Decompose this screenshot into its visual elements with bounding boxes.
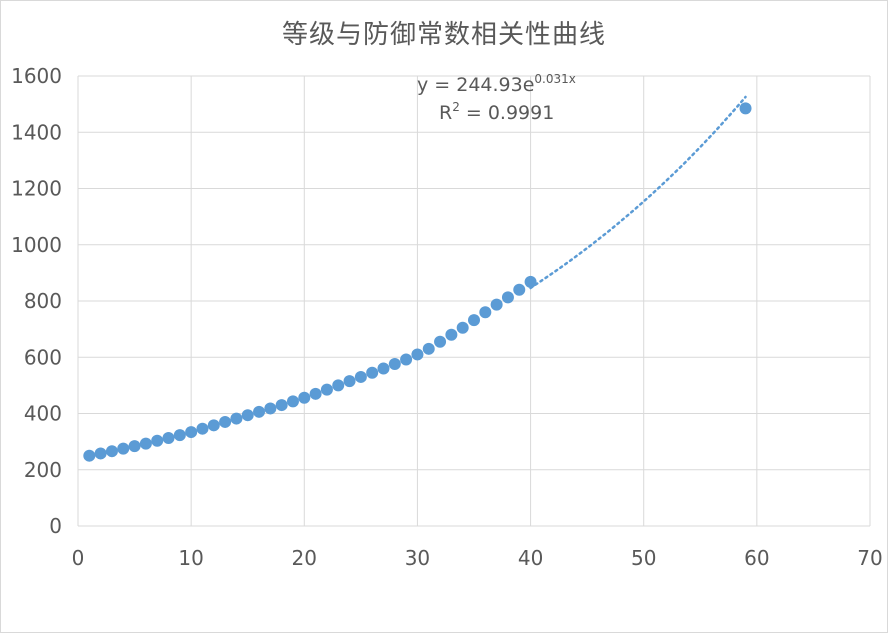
- data-point: [422, 342, 435, 355]
- data-point: [219, 415, 232, 428]
- x-tick-label: 70: [857, 546, 882, 570]
- data-point: [105, 445, 118, 458]
- data-point: [332, 379, 345, 392]
- data-point: [434, 335, 447, 348]
- y-tick-label: 0: [49, 514, 62, 538]
- data-point: [309, 387, 322, 400]
- data-point: [162, 431, 175, 444]
- x-tick-label: 20: [292, 546, 317, 570]
- data-point: [264, 402, 277, 415]
- data-point: [298, 391, 311, 404]
- data-point: [151, 434, 164, 447]
- data-point: [196, 422, 209, 435]
- x-tick-label: 40: [518, 546, 543, 570]
- chart-title: 等级与防御常数相关性曲线: [281, 20, 606, 50]
- data-point: [411, 348, 424, 361]
- data-point: [207, 419, 220, 432]
- data-point: [185, 426, 198, 439]
- data-point: [388, 358, 401, 370]
- data-point: [739, 102, 752, 115]
- y-tick-label: 1600: [11, 64, 62, 88]
- data-point: [275, 399, 288, 412]
- data-point: [343, 375, 356, 388]
- y-tick-label: 200: [24, 458, 62, 482]
- x-tick-label: 10: [178, 546, 203, 570]
- x-tick-label: 30: [405, 546, 430, 570]
- x-tick-labels: 0 10 20 30 40 50 60 70: [72, 546, 883, 570]
- data-point: [253, 405, 266, 418]
- data-point: [456, 321, 469, 334]
- y-tick-label: 600: [24, 345, 62, 369]
- data-point: [479, 306, 492, 319]
- x-tick-label: 0: [72, 546, 85, 570]
- data-point: [354, 370, 367, 383]
- y-tick-labels: 0 200 400 600 800 1000 1200 1400 1600: [11, 64, 62, 538]
- y-tick-label: 800: [24, 289, 62, 313]
- data-point: [320, 383, 333, 396]
- data-point: [490, 298, 503, 311]
- data-point: [445, 328, 458, 341]
- y-tick-label: 1400: [11, 120, 62, 144]
- data-point: [139, 437, 152, 450]
- data-point: [501, 291, 514, 304]
- data-point: [241, 409, 254, 422]
- data-point: [377, 362, 390, 375]
- data-point: [117, 442, 130, 455]
- y-tick-label: 400: [24, 402, 62, 426]
- data-point: [94, 447, 107, 460]
- data-point: [400, 353, 413, 366]
- y-tick-label: 1200: [11, 177, 62, 201]
- data-points: [83, 102, 752, 462]
- data-point: [366, 366, 379, 379]
- data-point: [286, 395, 299, 408]
- data-point: [468, 314, 480, 327]
- trend-r-squared: R2 = 0.9991: [439, 100, 554, 124]
- data-point: [128, 440, 141, 453]
- data-point: [524, 275, 537, 288]
- data-point: [513, 283, 526, 296]
- data-point: [230, 412, 243, 425]
- trend-equation: y = 244.93e0.031x: [417, 72, 576, 96]
- x-tick-label: 60: [744, 546, 769, 570]
- data-point: [83, 449, 96, 462]
- data-point: [173, 429, 186, 442]
- y-tick-label: 1000: [11, 233, 62, 257]
- trendline: [529, 95, 747, 290]
- x-tick-label: 50: [631, 546, 656, 570]
- grid-lines: [77, 75, 871, 527]
